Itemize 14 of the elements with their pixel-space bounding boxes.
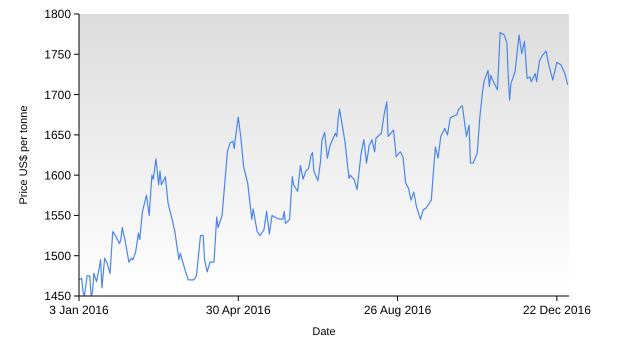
x-tick-label: 22 Dec 2016 <box>522 303 592 317</box>
y-tick-label: 1550 <box>44 208 72 223</box>
y-tick-label: 1700 <box>44 88 72 102</box>
x-tick-label: 3 Jan 2016 <box>49 303 110 317</box>
y-axis-title: Price US$ per tonne <box>18 105 30 205</box>
y-tick-label: 1500 <box>44 248 72 263</box>
y-tick-label: 1650 <box>44 128 72 142</box>
x-tick-label: 30 Apr 2016 <box>206 303 271 317</box>
y-tick-label: 1800 <box>44 7 72 22</box>
x-axis-title: Date <box>312 326 336 338</box>
y-tick-label: 1600 <box>44 168 72 182</box>
y-tick-label: 1450 <box>44 289 72 304</box>
y-tick-label: 1750 <box>44 47 72 62</box>
x-tick-label: 26 Aug 2016 <box>364 303 432 317</box>
